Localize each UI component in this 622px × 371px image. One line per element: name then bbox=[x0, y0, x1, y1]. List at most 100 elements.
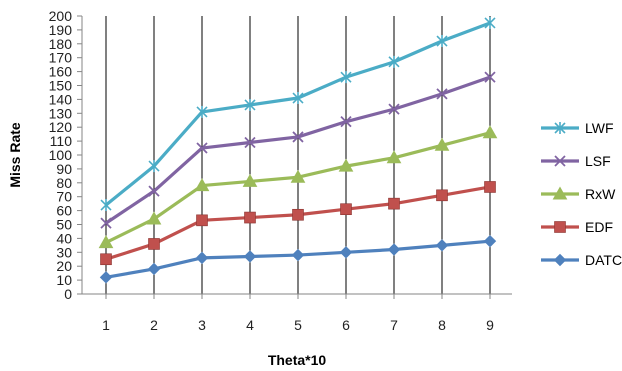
marker-stroke bbox=[148, 185, 160, 197]
legend-item-datc: DATC bbox=[541, 252, 622, 268]
data-point bbox=[196, 214, 208, 227]
y-tick-label: 110 bbox=[50, 133, 73, 149]
x-axis-title: Theta*10 bbox=[268, 352, 327, 368]
data-point bbox=[484, 16, 496, 29]
data-point bbox=[388, 55, 400, 68]
y-tick-label: 30 bbox=[56, 244, 72, 260]
data-point bbox=[99, 271, 113, 284]
legend-marker bbox=[554, 155, 566, 167]
y-tick-label: 40 bbox=[56, 230, 72, 246]
data-point bbox=[243, 250, 257, 263]
legend-label: RxW bbox=[585, 186, 616, 202]
legend-marker bbox=[552, 186, 568, 200]
data-point bbox=[244, 211, 256, 224]
marker-stroke bbox=[292, 131, 304, 143]
data-point bbox=[242, 173, 258, 187]
marker-stroke bbox=[196, 142, 208, 154]
data-point bbox=[291, 248, 305, 262]
data-point bbox=[340, 116, 352, 128]
y-tick-label: 200 bbox=[49, 8, 73, 24]
data-point bbox=[148, 238, 160, 250]
data-point bbox=[148, 185, 160, 197]
legend-marker bbox=[554, 122, 566, 134]
data-point bbox=[436, 88, 448, 100]
legend-item-edf: EDF bbox=[541, 219, 613, 235]
legend-label: DATC bbox=[585, 252, 622, 268]
y-tick-label: 140 bbox=[49, 91, 73, 107]
y-tick-label: 20 bbox=[56, 258, 72, 274]
x-tick-label: 4 bbox=[246, 317, 254, 333]
series-rxw bbox=[98, 125, 498, 249]
legend-marker bbox=[553, 253, 567, 267]
legend-marker bbox=[554, 221, 566, 233]
series-edf bbox=[100, 181, 496, 266]
marker-stroke bbox=[244, 136, 256, 149]
marker-stroke bbox=[554, 155, 566, 167]
marker-stroke bbox=[340, 116, 352, 128]
marker-stroke bbox=[388, 103, 400, 115]
data-point bbox=[338, 158, 354, 172]
data-point bbox=[146, 211, 162, 225]
data-point bbox=[387, 243, 401, 256]
data-point bbox=[244, 136, 256, 149]
y-axis-title: Miss Rate bbox=[7, 122, 23, 188]
data-point bbox=[98, 235, 114, 249]
y-tick-label: 90 bbox=[56, 161, 72, 177]
data-point bbox=[483, 234, 497, 248]
y-tick-label: 70 bbox=[56, 189, 72, 205]
y-tick-label: 120 bbox=[49, 119, 73, 135]
data-point bbox=[244, 98, 256, 111]
y-tick-label: 150 bbox=[49, 78, 73, 94]
series-lsf bbox=[100, 71, 496, 229]
x-tick-label: 2 bbox=[150, 317, 158, 333]
data-point bbox=[436, 35, 448, 48]
data-point bbox=[148, 160, 160, 173]
marker-stroke bbox=[100, 217, 112, 229]
x-tick-label: 8 bbox=[438, 317, 446, 333]
y-tick-label: 180 bbox=[49, 36, 73, 52]
data-point bbox=[484, 71, 496, 83]
data-point bbox=[292, 92, 304, 105]
data-point bbox=[484, 181, 496, 193]
legend-label: LWF bbox=[585, 120, 614, 136]
data-point bbox=[194, 178, 210, 192]
data-point bbox=[434, 137, 450, 151]
data-point bbox=[388, 197, 400, 210]
y-tick-label: 60 bbox=[56, 203, 72, 219]
marker-stroke bbox=[436, 88, 448, 100]
axis-layer: 0102030405060708090100110120130140150160… bbox=[49, 8, 512, 333]
data-point bbox=[100, 217, 112, 229]
x-tick-label: 1 bbox=[102, 317, 110, 333]
series-lwf bbox=[100, 16, 496, 212]
data-point bbox=[196, 105, 208, 118]
x-tick-label: 3 bbox=[198, 317, 206, 333]
data-point bbox=[196, 142, 208, 154]
data-point bbox=[100, 199, 112, 212]
data-point bbox=[482, 125, 498, 139]
legend-label: EDF bbox=[585, 219, 613, 235]
y-tick-label: 10 bbox=[56, 272, 72, 288]
legend-item-rxw: RxW bbox=[541, 186, 616, 202]
data-point bbox=[147, 262, 161, 276]
legend-item-lwf: LWF bbox=[541, 120, 614, 136]
data-point bbox=[290, 169, 306, 183]
legend: LWF LSF RxW EDF DATC bbox=[541, 120, 622, 268]
y-tick-label: 130 bbox=[49, 105, 73, 121]
marker-stroke bbox=[484, 71, 496, 83]
data-point bbox=[339, 246, 353, 259]
data-point bbox=[292, 131, 304, 143]
series-datc bbox=[99, 234, 497, 284]
data-point bbox=[388, 103, 400, 115]
legend-label: LSF bbox=[585, 153, 611, 169]
data-point bbox=[435, 239, 449, 252]
legend-item-lsf: LSF bbox=[541, 153, 611, 169]
data-point bbox=[340, 203, 352, 216]
data-point bbox=[386, 150, 402, 164]
x-tick-label: 9 bbox=[486, 317, 494, 333]
x-tick-label: 5 bbox=[294, 317, 302, 333]
y-tick-label: 80 bbox=[56, 175, 72, 191]
y-tick-label: 170 bbox=[49, 50, 73, 66]
y-tick-label: 160 bbox=[49, 64, 73, 80]
x-tick-label: 7 bbox=[390, 317, 398, 333]
